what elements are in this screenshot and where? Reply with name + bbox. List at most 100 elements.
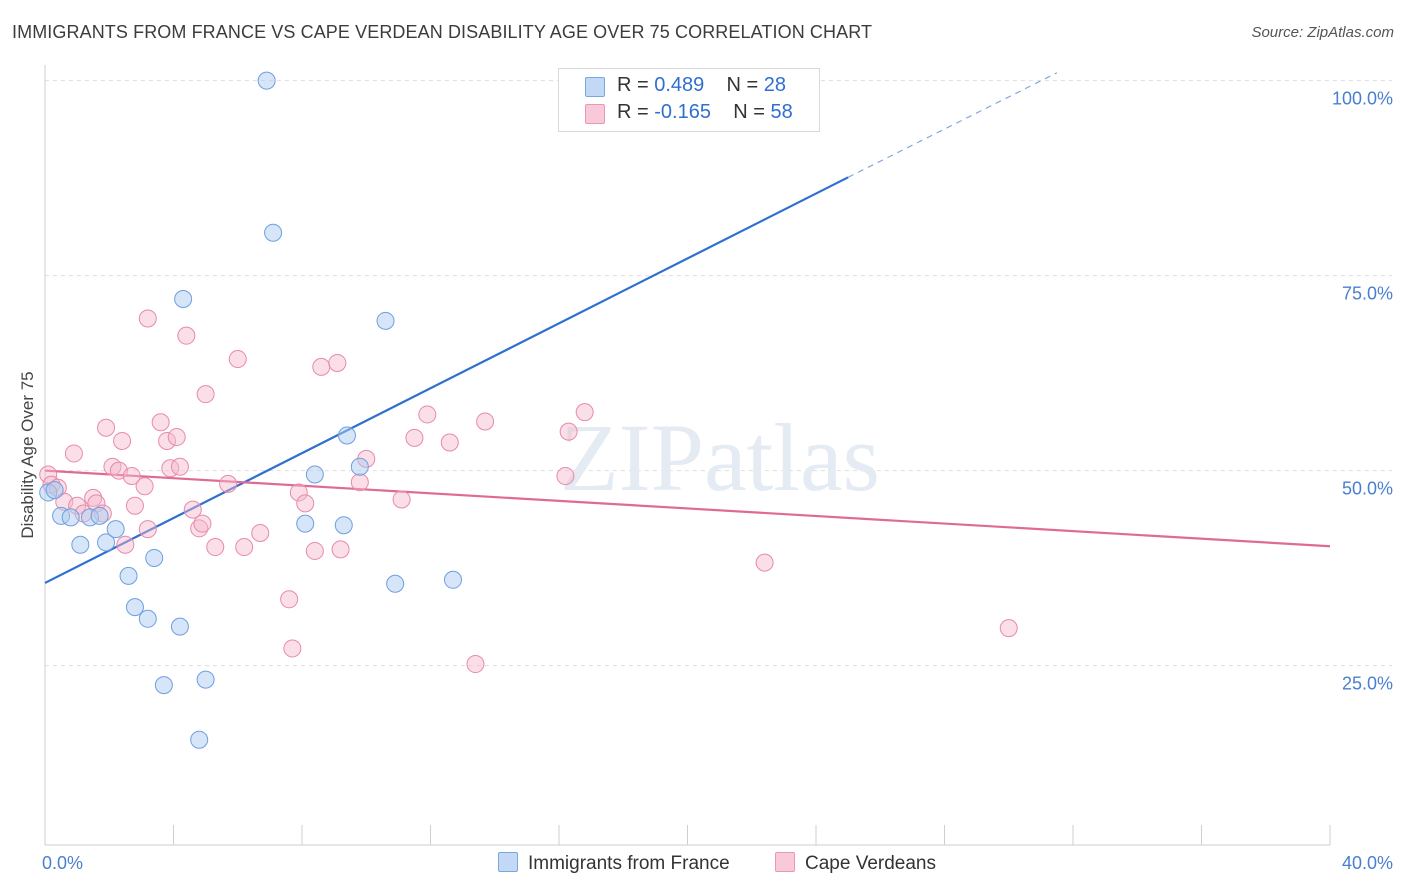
point-cape-verdeans [39, 465, 58, 484]
point-france [170, 617, 189, 636]
point-france [138, 609, 157, 628]
point-cape-verdeans [113, 431, 132, 450]
axes [44, 65, 1331, 846]
point-france [296, 514, 315, 533]
point-cape-verdeans [466, 655, 485, 674]
point-cape-verdeans [575, 403, 594, 422]
y-tick-label: 50.0% [1342, 479, 1393, 499]
point-cape-verdeans [296, 494, 315, 513]
point-cape-verdeans [999, 619, 1018, 638]
point-france [154, 676, 173, 695]
trend-line-france-extension [847, 72, 1058, 178]
tick-labels: 25.0% 50.0% 75.0% 100.0% 0.0% 40.0% [42, 89, 1393, 873]
point-cape-verdeans [64, 444, 83, 463]
point-cape-verdeans [116, 535, 135, 554]
legend-r-label: R = [617, 74, 649, 96]
y-tick-label: 75.0% [1342, 284, 1393, 304]
series-swatch-blue [498, 852, 518, 872]
point-cape-verdeans [177, 326, 196, 345]
point-cape-verdeans [167, 428, 186, 447]
data-points [39, 71, 1018, 749]
point-cape-verdeans [158, 431, 177, 450]
point-france [334, 516, 353, 535]
legend-n-value: 28 [763, 74, 787, 96]
point-cape-verdeans [283, 639, 302, 658]
point-france [61, 508, 80, 527]
point-cape-verdeans [161, 459, 180, 478]
legend-text-cape-verdeans: R = -0.165 N = 58 [617, 101, 793, 124]
legend-r-label: R = [617, 101, 649, 123]
legend-n-value: 58 [770, 101, 793, 123]
point-france [71, 535, 90, 554]
x-tick-label: 40.0% [1342, 853, 1393, 873]
point-cape-verdeans [125, 496, 144, 515]
point-france [337, 426, 356, 445]
point-cape-verdeans [331, 540, 350, 559]
point-cape-verdeans [235, 538, 254, 557]
legend-n-label: N = [726, 74, 759, 96]
point-france [190, 730, 209, 749]
series-name-cape-verdeans: Cape Verdeans [805, 853, 936, 874]
point-france [443, 570, 462, 589]
trend-lines [44, 72, 1331, 584]
chart-title: IMMIGRANTS FROM FRANCE VS CAPE VERDEAN D… [12, 22, 873, 42]
point-cape-verdeans [228, 350, 247, 369]
series-legend-france: Immigrants from France [498, 852, 730, 875]
point-france [196, 670, 215, 689]
legend-r-value: 0.489 [654, 74, 705, 96]
point-france [386, 574, 405, 593]
point-france [305, 465, 324, 484]
point-france [90, 506, 109, 525]
point-cape-verdeans [405, 428, 424, 447]
series-swatch-pink [775, 852, 795, 872]
series-name-france: Immigrants from France [528, 853, 730, 874]
point-cape-verdeans [151, 413, 170, 432]
point-cape-verdeans [312, 357, 331, 376]
point-cape-verdeans [196, 385, 215, 404]
point-france [257, 71, 276, 90]
point-france [106, 520, 125, 539]
point-cape-verdeans [206, 538, 225, 557]
watermark: ZIPatlas [560, 404, 880, 511]
point-cape-verdeans [440, 433, 459, 452]
point-cape-verdeans [476, 412, 495, 431]
point-cape-verdeans [183, 500, 202, 519]
point-cape-verdeans [280, 590, 299, 609]
trend-line-cape-verdeans [44, 469, 1331, 548]
point-cape-verdeans [305, 541, 324, 560]
point-france [119, 566, 138, 585]
point-france [264, 223, 283, 242]
point-cape-verdeans [328, 353, 347, 372]
legend-r-value: -0.165 [654, 101, 711, 123]
point-france [125, 598, 144, 617]
legend-text-france: R = 0.489 N = 28 [617, 74, 786, 97]
point-cape-verdeans [755, 553, 774, 572]
legend-swatch-pink [585, 104, 605, 124]
point-cape-verdeans [289, 483, 308, 502]
gridlines [45, 80, 1392, 667]
point-cape-verdeans [170, 457, 189, 476]
point-france [97, 533, 116, 552]
point-france [145, 548, 164, 567]
x-tick-label: 0.0% [42, 853, 83, 873]
point-france [174, 290, 193, 308]
stats-legend: R = 0.489 N = 28 R = -0.165 N = 58 [558, 68, 820, 132]
point-france [350, 457, 369, 476]
series-legend-cape-verdeans: Cape Verdeans [775, 852, 936, 875]
point-cape-verdeans [97, 418, 116, 437]
source-label: Source: ZipAtlas.com [1251, 24, 1394, 41]
point-cape-verdeans [219, 474, 238, 493]
point-cape-verdeans [138, 309, 157, 328]
point-cape-verdeans [135, 477, 154, 496]
point-cape-verdeans [138, 520, 157, 539]
point-france [376, 311, 395, 330]
point-cape-verdeans [350, 473, 369, 492]
point-cape-verdeans [392, 490, 411, 509]
y-tick-label: 100.0% [1332, 89, 1393, 109]
point-cape-verdeans [559, 422, 578, 441]
point-france [45, 481, 64, 500]
y-tick-label: 25.0% [1342, 674, 1393, 694]
point-cape-verdeans [251, 524, 270, 542]
point-cape-verdeans [193, 514, 212, 533]
